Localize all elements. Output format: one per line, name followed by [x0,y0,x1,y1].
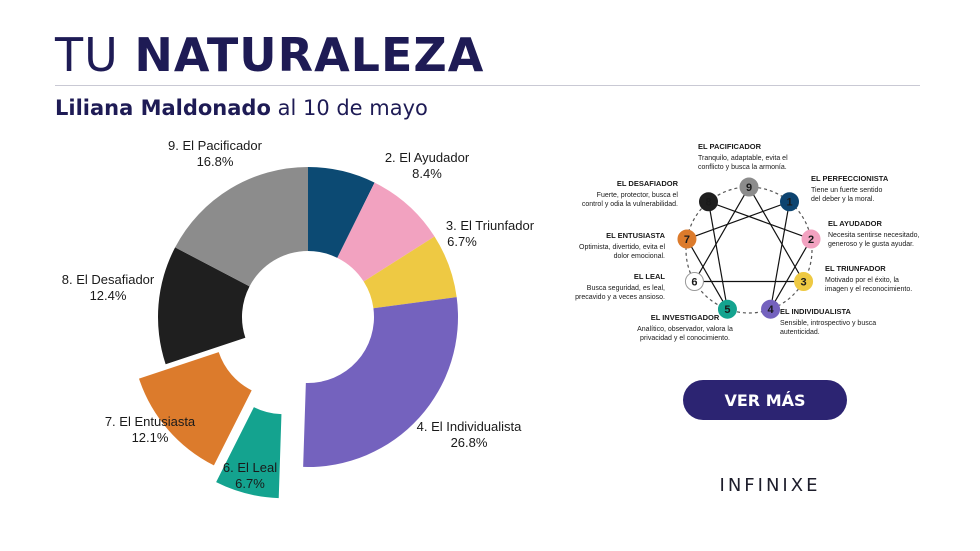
page-title: TU NATURALEZA [55,28,484,82]
enneagram-desc-el-triunfador: EL TRIUNFADOR Motivado por el éxito, la im… [825,264,912,293]
slice-label-el-triunfador: 3. El Triunfador [446,218,535,233]
donut-slice-el-individualista [303,297,459,467]
enneagram-desc-title: EL DESAFIADOR [617,179,679,188]
enneagram-desc-line: control y odia la vulnerabilidad. [582,201,678,208]
enneagram-node-number-3: 3 [800,277,806,289]
enneagram-node-7 [677,229,697,249]
enneagram-desc-el-perfeccionista: EL PERFECCIONISTA Tiene un fuerte sentido… [811,174,889,203]
enneagram-node-6 [684,272,704,291]
title-bold: NATURALEZA [134,28,485,82]
enneagram-node-9 [739,177,759,197]
enneagram-desc-title: EL TRIUNFADOR [825,264,886,273]
enneagram-desc-el-ayudador: EL AYUDADOR Necesita sentirse necesitado,… [828,219,919,248]
enneagram-desc-line: Sensible, introspectivo y busca [780,320,876,327]
slice-label-el-entusiasta: 7. El Entusiasta [105,414,196,429]
enneagram-desc-title: EL LEAL [634,272,666,281]
enneagram-desc-line: Fuerte, protector, busca el [597,192,679,199]
subtitle-date: al 10 de mayo [277,96,428,120]
enneagram-desc-el-desafiador: EL DESAFIADOR Fuerte, protector, busca el… [582,179,679,208]
title-light: TU [55,28,119,82]
enneagram-desc-line: precavido y a veces ansioso. [575,294,665,301]
enneagram-desc-title: EL AYUDADOR [828,219,882,228]
slice-label-el-leal: 6. El Leal [223,460,277,475]
enneagram-node-number-1: 1 [786,197,792,209]
slice-label-el-desafiador: 8. El Desafiador [62,272,155,287]
slice-label-el-pacificador: 9. El Pacificador [168,138,263,153]
enneagram-desc-el-leal: EL LEAL Busca seguridad, es leal, precavid… [575,272,665,301]
ver-mas-button[interactable]: VER MÁS [683,380,847,420]
enneagram-desc-line: Tranquilo, adaptable, evita el [698,155,788,162]
title-divider [55,85,920,86]
enneagram-node-number-4: 4 [767,304,774,316]
infinixe-logo: INFINIXE [719,475,821,496]
slice-value-el-desafiador: 12.4% [90,288,127,303]
slice-label-el-individualista: 4. El Individualista [417,419,523,434]
enneagram-desc-el-investigador: EL INVESTIGADOR Analítico, observador, va… [637,313,733,342]
enneagram-node-3 [794,272,814,291]
enneagram-desc-el-pacificador: EL PACIFICADOR Tranquilo, adaptable, evit… [698,142,788,171]
enneagram-desc-line: autenticidad. [780,329,820,336]
donut-slice-el-pacificador [175,167,308,287]
enneagram-desc-title: EL PERFECCIONISTA [811,174,889,183]
enneagram-desc-line: del deber y la moral. [811,196,874,203]
slice-value-el-pacificador: 16.8% [197,154,234,169]
slice-value-el-entusiasta: 12.1% [132,430,169,445]
enneagram-desc-line: Motivado por el éxito, la [825,277,899,284]
slice-label-el-ayudador: 2. El Ayudador [385,150,470,165]
slice-value-el-triunfador: 6.7% [447,234,477,249]
enneagram-desc-line: Tiene un fuerte sentido [811,187,882,194]
enneagram-desc-el-entusiasta: EL ENTUSIASTA Optimista, divertido, evita… [579,231,666,260]
enneagram-desc-line: dolor emocional. [614,253,665,260]
slice-value-el-ayudador: 8.4% [412,166,442,181]
enneagram-desc-line: imagen y el reconocimiento. [825,286,912,293]
slice-value-el-individualista: 26.8% [451,435,488,450]
page-subtitle: Liliana Maldonado al 10 de mayo [55,94,428,122]
enneagram-desc-line: privacidad y el conocimiento. [640,335,730,342]
donut-slice-el-ayudador [337,182,435,282]
enneagram-desc-line: Busca seguridad, es leal, [587,285,665,292]
enneagram-desc-line: Necesita sentirse necesitado, [828,232,919,239]
enneagram-desc-title: EL INVESTIGADOR [651,313,720,322]
enneagram-node-8 [699,192,718,212]
enneagram-desc-el-individualista: EL INDIVIDUALISTA Sensible, introspectivo… [780,307,876,336]
enneagram-node-1 [780,192,799,212]
enneagram-diagram: 1 2 3 4 5 6 7 8 9 EL PACIFICADOR Tranquilo, adapta… [575,142,919,342]
enneagram-desc-title: EL INDIVIDUALISTA [780,307,852,316]
enneagram-desc-line: conflicto y busca la armonía. [698,164,787,171]
enneagram-node-number-9: 9 [746,182,752,194]
donut-slice-el-leal [216,407,282,499]
person-name: Liliana Maldonado [55,96,271,120]
enneagram-node-number-7: 7 [684,234,690,246]
enneagram-node-2 [801,229,821,249]
enneagram-desc-title: EL PACIFICADOR [698,142,762,151]
enneagram-desc-title: EL ENTUSIASTA [606,231,665,240]
donut-slice-el-entusiasta [139,352,252,466]
enneagram-node-4 [761,299,781,319]
enneagram-node-number-5: 5 [724,304,730,316]
donut-slice-el-triunfador [363,236,457,309]
enneagram-node-5 [717,299,737,319]
enneagram-node-number-6: 6 [691,277,697,289]
enneagram-desc-line: Analítico, observador, valora la [637,326,733,333]
enneagram-desc-line: Optimista, divertido, evita el [579,244,665,251]
enneagram-node-number-8: 8 [705,197,711,209]
slice-value-el-leal: 6.7% [235,476,265,491]
enneagram-node-number-2: 2 [808,234,814,246]
enneagram-desc-line: generoso y le gusta ayudar. [828,241,914,248]
enneagram-hexad [686,200,812,310]
donut-slice-unlabeled [308,167,375,258]
donut-slice-el-desafiador [157,247,250,365]
enneagram-triangle [693,185,805,283]
